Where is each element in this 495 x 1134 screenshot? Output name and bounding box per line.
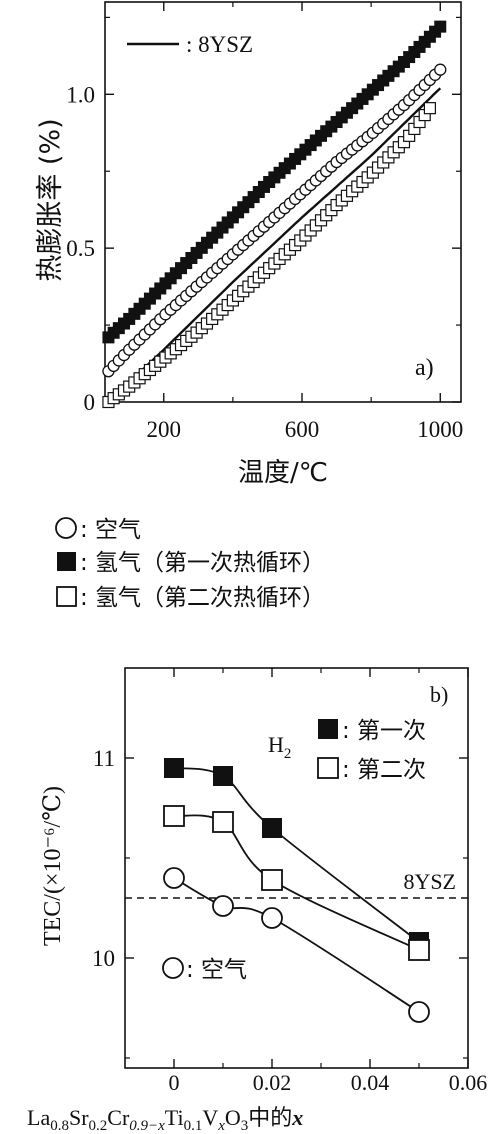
plot-a-marks	[102, 20, 447, 409]
legend-8ysz-label: : 8YSZ	[186, 32, 253, 57]
a-ytick-label: 0.5	[66, 236, 95, 261]
b-point-air	[212, 895, 234, 917]
a-ytick-label: 0	[84, 390, 96, 415]
xlabel-sub-5: x	[217, 1118, 225, 1134]
a-xtick-label: 1000	[417, 417, 463, 442]
b-point-air	[163, 867, 185, 889]
b-xtick-label: 0.06	[449, 1070, 488, 1095]
plot-b-ylabel-text: TEC/(×10⁻⁶/℃)	[40, 786, 66, 946]
xlabel-sub-3: 0.9−x	[129, 1118, 165, 1134]
legend-b-first-marker	[318, 719, 338, 739]
legend-b-air-label: : 空气	[186, 957, 247, 983]
legend-h2-second-marker	[56, 586, 77, 607]
b-ytick-label: 11	[93, 746, 115, 771]
b-point-air	[408, 1001, 430, 1023]
a-ytick-label: 1.0	[66, 82, 95, 107]
xlabel-sub-4: 0.1	[184, 1118, 203, 1134]
plot-a-panel-label: a)	[415, 355, 434, 381]
plot-a-ylabel-text: 热膨胀率 (%)	[35, 118, 66, 281]
legend-a-below: : 空气 : 氢气（第一次热循环） : 氢气（第二次热循环）	[55, 517, 325, 611]
reference-line-label: 8YSZ	[403, 869, 456, 894]
xlabel-cr: Cr	[107, 1105, 130, 1130]
point-air	[434, 63, 447, 76]
legend-b-first-label: : 第一次	[342, 718, 426, 744]
plot-a-tick-labels: 200 600 1000 0 0.5 1.0	[66, 82, 463, 442]
plot-b-frame	[124, 667, 469, 1069]
a-xtick-label: 600	[285, 417, 320, 442]
b-point-h2-first	[213, 766, 233, 786]
legend-h2-first-label: : 氢气（第一次热循环）	[80, 550, 325, 576]
xlabel-sub-1: 0.8	[50, 1118, 69, 1134]
b-point-h2-first	[164, 758, 184, 778]
b-point-h2-second	[212, 811, 234, 833]
plot-b-panel-label: b)	[430, 682, 448, 707]
xlabel-sub-2: 0.2	[89, 1118, 108, 1134]
legend-h2-second-label: : 氢气（第二次热循环）	[80, 585, 325, 611]
plot-a-frame	[104, 1, 462, 403]
xlabel-tail: 中的	[248, 1106, 292, 1131]
legend-b-second-label: : 第二次	[342, 757, 426, 783]
b-xtick-label: 0.04	[351, 1070, 390, 1095]
plot-b-reference-line: 8YSZ	[125, 869, 468, 899]
xlabel-sub-6: 3	[241, 1118, 249, 1134]
plot-b-tick-labels: 0 0.02 0.04 0.06 10 11	[92, 746, 487, 1095]
legend-air-marker	[55, 517, 77, 539]
legend-b-air-marker	[162, 957, 184, 979]
curve-series-2	[173, 877, 420, 1013]
plot-a-ticks	[105, 2, 461, 403]
plot-b-ticks	[125, 668, 469, 1068]
series-8ysz-line	[107, 87, 442, 403]
legend-b-second-marker	[317, 757, 339, 779]
b-xtick-label: 0.02	[253, 1070, 292, 1095]
plot-b-curves	[173, 767, 420, 1013]
b-point-h2-second	[261, 869, 283, 891]
point-h2-first	[434, 20, 447, 33]
xlabel-v: V	[202, 1105, 218, 1130]
plot-a-xlabel: 温度/℃	[238, 458, 328, 488]
xlabel-ti: Ti	[165, 1105, 184, 1130]
plot-b-atmosphere: H2	[268, 732, 291, 762]
b-point-h2-first	[262, 818, 282, 838]
b-point-h2-second	[408, 939, 430, 961]
b-ytick-label: 10	[92, 946, 115, 971]
legend-air-label: : 空气	[80, 517, 141, 543]
plot-b-xlabel: La0.8Sr0.2Cr0.9−xTi0.1VxO3中的x	[27, 1105, 303, 1134]
plot-a-ylabel: 热膨胀率 (%)	[35, 118, 66, 281]
plot-b-ylabel: TEC/(×10⁻⁶/℃)	[40, 786, 66, 946]
atmosphere-sub: 2	[284, 746, 292, 762]
curve-series-1	[173, 814, 420, 951]
a-xtick-label: 200	[147, 417, 182, 442]
xlabel-o: O	[225, 1105, 241, 1130]
b-point-h2-second	[163, 805, 185, 827]
legend-h2-first-marker	[57, 552, 76, 571]
xlabel-sr: Sr	[69, 1105, 89, 1130]
point-h2-second	[423, 102, 436, 115]
xlabel-la: La	[27, 1105, 50, 1130]
plot-b-marks	[163, 758, 430, 1023]
atmosphere-h: H	[268, 732, 284, 757]
b-xtick-label: 0	[169, 1070, 180, 1095]
curve-series-0	[173, 767, 420, 943]
b-point-air	[261, 907, 283, 929]
xlabel-var: x	[291, 1105, 303, 1130]
